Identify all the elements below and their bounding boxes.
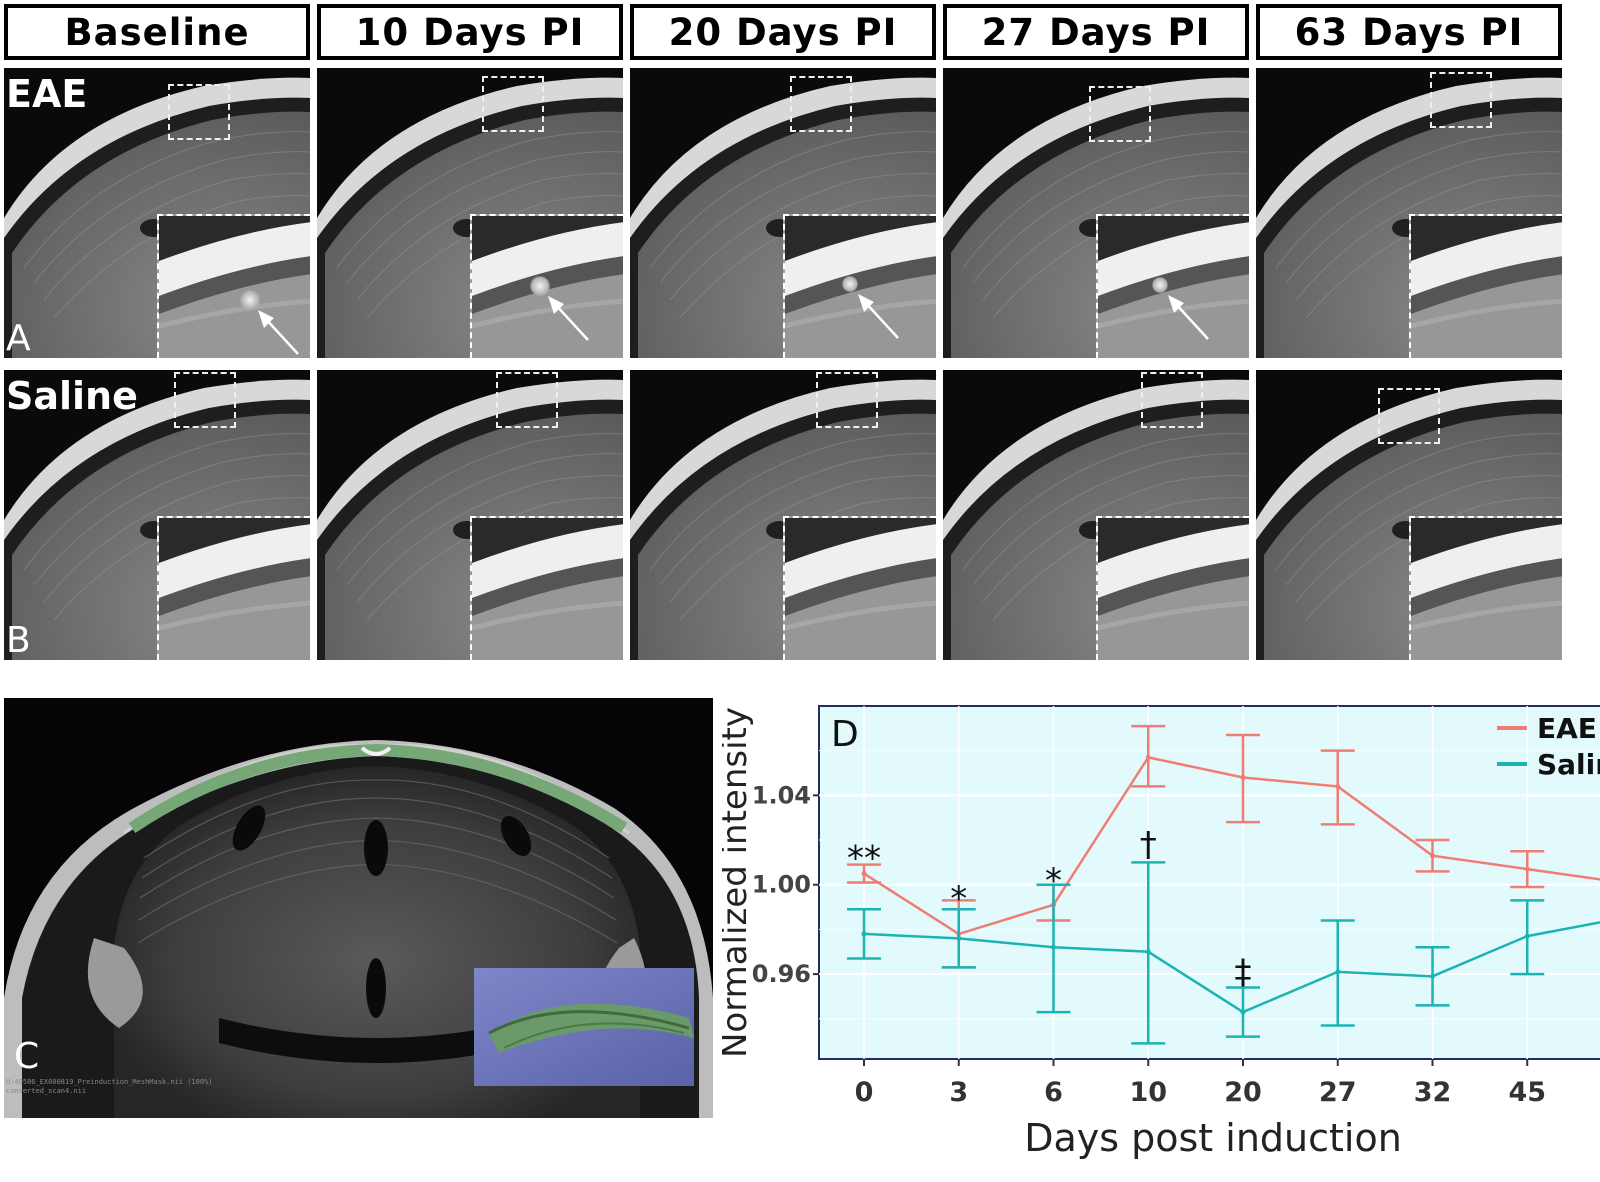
line-chart-svg: 0.961.001.04036102027324563****†‡*EAESal…: [715, 705, 1600, 1160]
data-point: [1240, 774, 1246, 780]
image-filename-caption-2: converted_scan4.nii: [6, 1087, 87, 1095]
panel-letter-c: C: [14, 1036, 40, 1077]
saline-mri-panel: [4, 370, 310, 660]
eae-mri-panel: [1256, 68, 1562, 358]
zoom-inset: [157, 214, 310, 358]
panel-d-intensity-chart: 0.961.001.04036102027324563****†‡*EAESal…: [715, 698, 1600, 1178]
y-tick-label: 1.00: [752, 871, 811, 899]
panel-letter-d: D: [831, 714, 859, 755]
plot-background: [818, 705, 1600, 1060]
data-point: [1145, 754, 1151, 760]
data-point: [1335, 969, 1341, 975]
x-tick-label: 0: [855, 1077, 874, 1108]
zoom-inset: [1409, 516, 1562, 660]
panel-letter-b: B: [6, 620, 31, 661]
data-point: [1430, 973, 1435, 979]
eae-mri-panel: [943, 68, 1249, 358]
significance-marker: ‡: [1235, 952, 1252, 992]
roi-dashed-box: [1089, 86, 1151, 142]
panel-c-coronal-mri: C U:49586_EX000819_Preinduction_MeshMask…: [4, 698, 713, 1118]
significance-marker: **: [847, 839, 881, 879]
significance-marker: *: [950, 879, 967, 919]
lesion-spot: [842, 276, 858, 292]
data-point: [1051, 944, 1056, 950]
data-point: [1145, 949, 1151, 955]
y-tick-label: 0.96: [752, 960, 811, 988]
lesion-spot: [240, 290, 260, 310]
roi-dashed-box: [1378, 388, 1440, 444]
row-label-eae: EAE: [6, 72, 88, 116]
zoom-inset: [470, 214, 623, 358]
header-20-days: 20 Days PI: [630, 4, 936, 60]
data-point: [1524, 933, 1530, 939]
zoom-inset: [1096, 214, 1249, 358]
x-tick-label: 32: [1414, 1077, 1452, 1108]
white-arrow-icon: [858, 294, 899, 339]
saline-mri-panel: [630, 370, 936, 660]
x-axis-label: Days post induction: [1024, 1116, 1402, 1160]
header-baseline: Baseline: [4, 4, 310, 60]
header-63-days: 63 Days PI: [1256, 4, 1562, 60]
x-tick-label: 6: [1044, 1077, 1063, 1108]
x-tick-label: 10: [1129, 1077, 1167, 1108]
data-point: [956, 935, 962, 941]
significance-marker: *: [1045, 861, 1062, 901]
x-tick-label: 20: [1224, 1077, 1262, 1108]
data-point: [861, 931, 867, 937]
x-tick-label: 27: [1319, 1077, 1357, 1108]
data-point: [1524, 866, 1530, 872]
saline-mri-panel: [1256, 370, 1562, 660]
zoom-inset: [783, 214, 936, 358]
zoom-inset: [1409, 214, 1562, 358]
roi-dashed-box: [482, 76, 544, 132]
roi-dashed-box: [1141, 372, 1203, 428]
data-point: [861, 871, 867, 877]
roi-dashed-box: [816, 372, 878, 428]
saline-mri-panel: [943, 370, 1249, 660]
roi-dashed-box: [168, 84, 230, 140]
roi-dashed-box: [496, 372, 558, 428]
zoom-inset: [1096, 516, 1249, 660]
eae-mri-panel: [317, 68, 623, 358]
x-tick-label: 45: [1508, 1077, 1546, 1108]
y-tick-label: 1.04: [752, 781, 811, 809]
eae-mri-panel: [4, 68, 310, 358]
zoom-inset: [157, 516, 310, 660]
white-arrow-icon: [548, 296, 589, 341]
data-point: [1430, 853, 1435, 859]
lesion-spot: [530, 276, 550, 296]
x-tick-label: 3: [949, 1077, 968, 1108]
roi-dashed-box: [790, 76, 852, 132]
significance-marker: †: [1140, 825, 1157, 865]
coronal-brain-image: [4, 698, 713, 1118]
legend-label: Saline: [1537, 748, 1600, 781]
roi-dashed-box: [1430, 72, 1492, 128]
legend-label: EAE: [1537, 712, 1597, 745]
zoom-inset: [783, 516, 936, 660]
image-filename-caption: U:49586_EX000819_Preinduction_MeshMask.n…: [6, 1078, 213, 1086]
data-point: [1240, 1009, 1246, 1015]
y-axis-label: Normalized intensity: [722, 707, 755, 1058]
zoom-inset: [470, 516, 623, 660]
saline-mri-panel: [317, 370, 623, 660]
white-arrow-icon: [258, 310, 299, 355]
header-27-days: 27 Days PI: [943, 4, 1249, 60]
lesion-spot: [1152, 277, 1168, 293]
eae-mri-panel: [630, 68, 936, 358]
row-label-saline: Saline: [6, 374, 138, 418]
white-arrow-icon: [1168, 295, 1209, 340]
panel-letter-a: A: [6, 318, 31, 359]
data-point: [1335, 783, 1341, 789]
header-10-days: 10 Days PI: [317, 4, 623, 60]
roi-dashed-box: [174, 372, 236, 428]
